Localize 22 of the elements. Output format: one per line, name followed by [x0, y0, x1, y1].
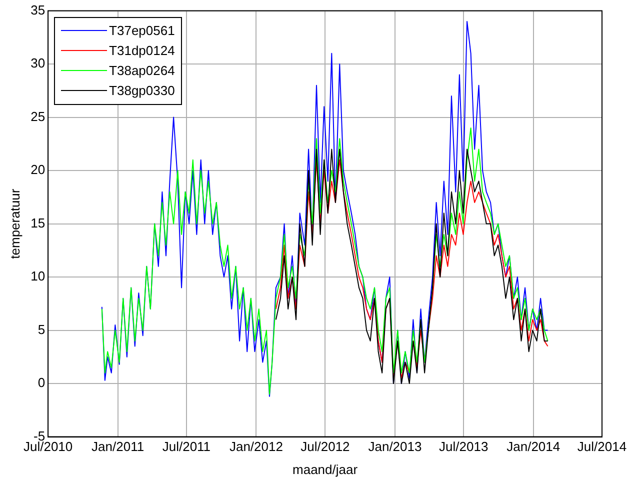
x-tick-label: Jul/2012	[300, 439, 350, 454]
legend-label: T31dp0124	[109, 43, 175, 58]
legend-label: T38ap0264	[109, 63, 175, 78]
x-tick-label: Jan/2012	[229, 439, 283, 454]
x-tick-label: Jan/2011	[92, 439, 144, 454]
y-tick-label: 5	[38, 322, 46, 337]
y-tick-label: 30	[30, 56, 46, 71]
legend-label: T38gp0330	[109, 83, 175, 98]
x-tick-label: Jul/2011	[162, 439, 211, 454]
x-tick-label: Jul/2014	[577, 439, 627, 454]
legend-label: T37ep0561	[109, 23, 175, 38]
y-axis-title: temperatuur	[7, 188, 22, 259]
x-tick-label: Jan/2014	[506, 439, 560, 454]
y-tick-label: 20	[30, 162, 46, 178]
y-tick-label: 25	[30, 108, 46, 124]
y-tick-label: 35	[30, 2, 46, 18]
y-tick-label: 10	[30, 268, 46, 284]
x-axis-title: maand/jaar	[292, 462, 358, 477]
y-tick-label: 0	[38, 375, 46, 390]
x-tick-label: Jul/2013	[439, 439, 488, 454]
x-tick-label: Jan/2013	[368, 439, 422, 454]
y-tick-label: 15	[30, 215, 46, 230]
